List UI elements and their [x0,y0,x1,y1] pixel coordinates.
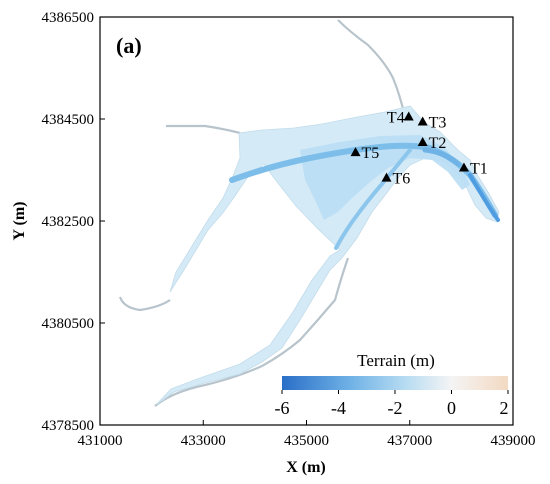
station-marker-t3 [417,116,428,126]
y-tick-label: 4380500 [42,316,95,332]
plot-frame [99,16,514,426]
tributary-west [166,124,241,135]
x-tick-label: 439000 [491,433,536,449]
station-marker-t1 [458,162,469,172]
station-label-t5: T5 [362,145,380,162]
x-tick-label: 433000 [181,433,226,449]
x-tick-label: 435000 [284,433,329,449]
colorbar-tick-label: -2 [388,398,403,418]
colorbar-tick-label: 0 [447,398,456,418]
colorbar-gradient [282,376,508,390]
channel-branch-south [334,148,412,250]
station-marker-t4 [403,111,414,121]
map-layer [118,19,500,407]
tributary-southwest [118,296,171,312]
x-tick-label: 431000 [78,433,123,449]
panel-label: (a) [116,33,142,58]
station-marker-t5 [350,147,361,157]
colorbar: Terrain (m) -6 -4 -2 0 2 [275,351,509,418]
y-tick-label: 4384500 [42,112,95,128]
colorbar-tick-label: -6 [275,398,290,418]
station-label-t4: T4 [387,109,405,126]
shallow-channel-zone [300,135,470,220]
y-tick-label: 4386500 [42,10,95,26]
station-marker-t6 [381,172,392,182]
station-markers: T1 T2 T3 T4 T5 T6 [350,109,488,188]
station-label-t3: T3 [429,115,447,132]
colorbar-ticks: -6 -4 -2 0 2 [275,390,509,418]
x-tick-label: 437000 [387,433,432,449]
y-tick-label: 4382500 [42,214,95,230]
station-marker-t2 [417,136,428,146]
y-axis-title: Y (m) [11,202,28,241]
colorbar-tick-label: -4 [331,398,346,418]
tributary-north [337,19,407,118]
estuary-water-body [155,105,500,406]
colorbar-title: Terrain (m) [357,351,435,370]
station-label-t6: T6 [393,171,411,188]
station-label-t1: T1 [470,160,488,177]
y-tick-label: 4378500 [42,418,95,434]
channel-branch-east [422,147,461,167]
x-axis-title: X (m) [286,459,326,476]
channel-lower [468,173,500,222]
station-label-t2: T2 [429,135,447,152]
colorbar-tick-label: 2 [500,398,509,418]
tributary-south [154,257,350,407]
axis-ticks: 431000 433000 435000 437000 439000 4378500 438… [42,10,536,449]
